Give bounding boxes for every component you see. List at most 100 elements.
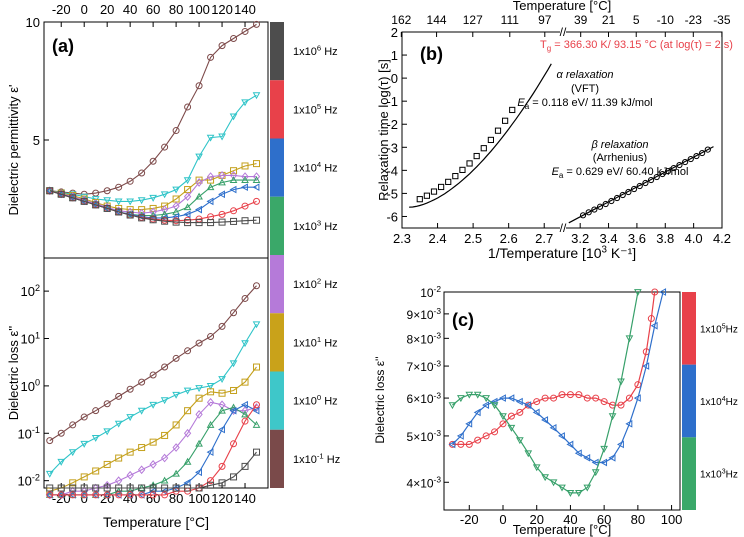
c-point [625, 419, 633, 428]
c-point [600, 458, 608, 467]
b-ytick-label: 2 [391, 25, 398, 40]
c-colorbar-label: 1x104Hz [700, 396, 738, 408]
a-bottom-point [241, 340, 249, 348]
c-point [448, 402, 457, 410]
a-bottom-point [149, 401, 157, 409]
a-bottom-point [230, 386, 238, 394]
a-top-tick-label: 140 [234, 2, 256, 17]
c-point [533, 398, 541, 406]
c-point [498, 394, 506, 402]
b-point [466, 160, 473, 167]
a-top-point [184, 103, 192, 111]
b-alpha-fit [409, 63, 552, 208]
c-xtick-label: 60 [597, 512, 611, 527]
a-top-point [138, 214, 146, 222]
b-point [509, 106, 516, 114]
c-ytick-label: 6×10-3 [407, 390, 442, 406]
a-bottom-point [218, 389, 226, 397]
b-point [487, 136, 494, 144]
a-bottom-point [195, 439, 203, 447]
c-point [659, 288, 667, 296]
a-top-point [218, 42, 226, 50]
c-frame [443, 291, 681, 511]
a-bottom-point [195, 410, 203, 419]
c-colorbar-segment [682, 437, 696, 510]
a-bottom-point [172, 391, 180, 399]
b-top-tick-label: 144 [427, 13, 447, 27]
a-top-point [206, 197, 214, 206]
b-point [438, 183, 445, 191]
a-colorbar-label: 1x10-1 Hz [293, 451, 340, 465]
a-top-line [49, 94, 257, 202]
b-break-top-mask [560, 29, 566, 35]
c-point [473, 391, 482, 399]
a-top-tick-label: 40 [123, 2, 137, 17]
c-xtick-label: 20 [529, 512, 543, 527]
a-bottom-point [230, 440, 238, 448]
c-point [465, 419, 473, 428]
a-top-point [183, 177, 192, 185]
a-bottom-point [241, 378, 249, 386]
c-point [591, 458, 599, 467]
a-top-point [230, 217, 238, 225]
b-alpha-title: α relaxation [556, 69, 613, 81]
b-xtick-label: 2.3 [393, 231, 411, 246]
b-ytick-label: 0 [391, 71, 398, 86]
a-bottom-point [69, 479, 77, 487]
a-top-point [230, 167, 238, 175]
a-top-point [46, 187, 54, 195]
c-point [634, 289, 642, 297]
a-top-point [218, 178, 226, 186]
b-break-bottom-mask [560, 225, 566, 231]
a-top-point [149, 216, 157, 224]
a-bottom-point [172, 469, 180, 477]
a-bottom-point [195, 468, 202, 477]
a-bottom-ytick-label: 101 [20, 330, 40, 346]
a-top-tick-label: 60 [146, 2, 160, 17]
c-point [482, 395, 490, 403]
c-line [452, 291, 656, 445]
a-bottom-point [126, 414, 135, 422]
a-bottom-line [49, 285, 257, 442]
b-point [423, 192, 430, 199]
b-point [619, 191, 626, 199]
a-bottom-point [207, 477, 215, 485]
a-bottom-point [183, 428, 192, 438]
a-bottom-point [92, 407, 100, 415]
a-bottom-point [183, 457, 192, 465]
b-point [480, 145, 487, 152]
c-point [574, 449, 582, 458]
a-top-ytick-label: 10 [26, 15, 40, 30]
a-bottom-point [253, 363, 261, 371]
a-top-point [80, 197, 88, 206]
b-xtick-label: 2.7 [535, 231, 553, 246]
b-point [596, 203, 604, 210]
a-colorbar-label: 1x104 Hz [293, 160, 338, 174]
b-point [502, 117, 509, 124]
b-alpha-ea: Ea = 0.118 eV/ 11.39 kJ/mol [517, 97, 652, 111]
c-point [651, 288, 659, 296]
a-bottom-point [161, 484, 169, 492]
b-point [704, 146, 711, 153]
a-bottom-point [149, 460, 157, 469]
c-point [507, 412, 515, 420]
a-top-point [207, 53, 215, 61]
b-top-tick-label: 39 [574, 13, 588, 27]
c-point [583, 453, 591, 462]
a-top-point [207, 219, 215, 227]
a-bottom-point [69, 421, 77, 429]
a-bottom-point [91, 434, 100, 442]
a-bottom-point [207, 333, 215, 341]
b-ylabel: Relaxation time log(τ) [s] [376, 59, 391, 201]
a-bottom-point [230, 309, 238, 317]
a-bottom-point [80, 491, 88, 499]
a-top-point [253, 20, 261, 28]
a-bottom-line [49, 323, 257, 475]
a-bottom-point [138, 491, 146, 499]
a-bottom-point [114, 420, 123, 428]
b-point [676, 161, 683, 169]
a-bottom-point [160, 476, 169, 484]
a-top-point [206, 172, 215, 181]
a-top-tick-label: 120 [211, 2, 233, 17]
a-bottom-point [115, 484, 123, 492]
